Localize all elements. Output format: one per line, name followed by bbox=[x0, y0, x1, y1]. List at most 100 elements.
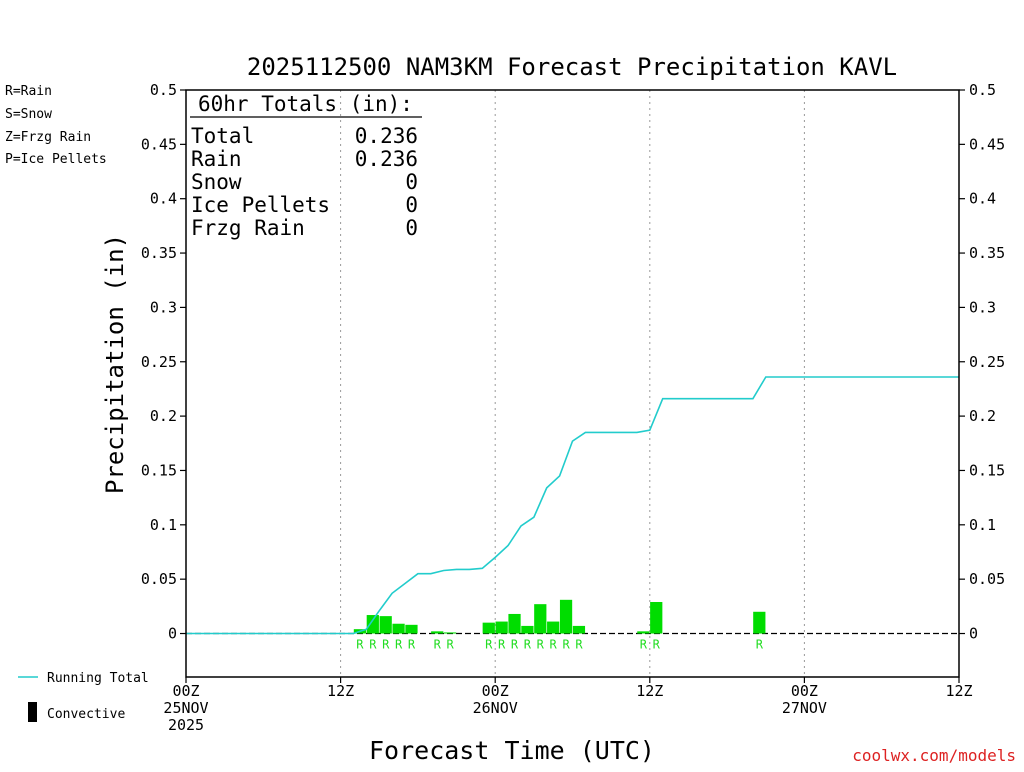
precip-bar-1 bbox=[366, 615, 379, 634]
totals-label-2: Snow bbox=[191, 170, 242, 194]
totals-label-3: Ice Pellets bbox=[191, 193, 330, 217]
ptype-marker-16: R bbox=[653, 638, 661, 652]
ptype-marker-14: R bbox=[575, 638, 583, 652]
y-tick-label-right-6: 0.3 bbox=[969, 298, 996, 316]
vertical-gridlines bbox=[340, 90, 805, 677]
ptype-marker-0: R bbox=[356, 638, 364, 652]
running-total-line bbox=[186, 376, 959, 635]
y-tick-label-left-3: 0.15 bbox=[141, 461, 177, 479]
credit-text: coolwx.com/models bbox=[852, 746, 1016, 765]
y-tick-label-right-10: 0.5 bbox=[969, 81, 996, 99]
precip-bar-16 bbox=[650, 601, 663, 634]
precip-bar-13 bbox=[559, 599, 573, 634]
ptype-marker-11: R bbox=[537, 638, 545, 652]
ptype-marker-3: R bbox=[395, 638, 403, 652]
y-tick-label-left-8: 0.4 bbox=[150, 190, 177, 208]
precip-bar-14 bbox=[572, 625, 586, 634]
precip-bar-5 bbox=[431, 631, 444, 634]
y-tick-label-right-9: 0.45 bbox=[969, 135, 1005, 153]
y-tick-label-left-10: 0.5 bbox=[150, 81, 177, 99]
ptype-marker-2: R bbox=[382, 638, 390, 652]
y-tick-label-left-5: 0.25 bbox=[141, 353, 177, 371]
precip-bar-17 bbox=[753, 611, 766, 634]
ptype-marker-13: R bbox=[562, 638, 570, 652]
ptype-marker-15: R bbox=[640, 638, 648, 652]
ptype-marker-9: R bbox=[511, 638, 519, 652]
y-tick-label-right-8: 0.4 bbox=[969, 190, 996, 208]
precip-bar-10 bbox=[521, 625, 534, 634]
y-tick-label-left-6: 0.3 bbox=[150, 298, 177, 316]
ptype-legend-ice-pellets: P=Ice Pellets bbox=[5, 152, 107, 167]
x-tick-label-0-1: 25NOV bbox=[163, 699, 208, 717]
ptype-legend: R=Rain S=Snow Z=Frzg Rain P=Ice Pellets bbox=[5, 84, 107, 167]
precip-bar-3 bbox=[392, 623, 405, 634]
plot-frame bbox=[185, 89, 960, 678]
y-tick-label-left-0: 0 bbox=[168, 625, 177, 643]
y-axis-left: 0 0.05 0.1 0.15 0.2 0.25 0.3 0.35 0.4 0.45 0.5 bbox=[141, 81, 186, 643]
y-tick-label-left-2: 0.1 bbox=[150, 516, 177, 534]
precip-bar-15 bbox=[637, 631, 650, 634]
y-tick-label-left-1: 0.05 bbox=[141, 570, 177, 588]
y-tick-label-right-2: 0.1 bbox=[969, 516, 996, 534]
x-tick-label-4-0: 00Z bbox=[791, 682, 818, 700]
totals-label-0: Total bbox=[191, 124, 254, 148]
y-tick-label-right-7: 0.35 bbox=[969, 244, 1005, 262]
y-tick-label-left-9: 0.45 bbox=[141, 135, 177, 153]
x-tick-label-5-0: 12Z bbox=[945, 682, 972, 700]
y-tick-label-left-4: 0.2 bbox=[150, 407, 177, 425]
precip-bar-6 bbox=[443, 632, 457, 634]
y-tick-label-left-7: 0.35 bbox=[141, 244, 177, 262]
running-total-legend-label: Running Total bbox=[47, 671, 149, 686]
totals-heading: 60hr Totals (in): bbox=[198, 92, 413, 116]
x-tick-label-2-1: 26NOV bbox=[473, 699, 518, 717]
totals-label-4: Frzg Rain bbox=[191, 216, 305, 240]
x-tick-label-0-2: 2025 bbox=[168, 716, 204, 734]
precip-bar-7 bbox=[482, 622, 495, 634]
y-tick-label-right-0: 0 bbox=[969, 625, 978, 643]
precip-bar-2 bbox=[379, 616, 392, 634]
y-axis-label: Precipitation (in) bbox=[101, 234, 129, 494]
totals-value-3: 0 bbox=[405, 193, 418, 217]
ptype-legend-rain: R=Rain bbox=[5, 84, 52, 99]
ptype-marker-1: R bbox=[369, 638, 377, 652]
x-tick-label-4-1: 27NOV bbox=[782, 699, 827, 717]
y-tick-label-right-5: 0.25 bbox=[969, 353, 1005, 371]
totals-label-1: Rain bbox=[191, 147, 242, 171]
ptype-marker-8: R bbox=[498, 638, 506, 652]
precip-bar-9 bbox=[508, 613, 521, 634]
totals-value-2: 0 bbox=[405, 170, 418, 194]
x-axis-label: Forecast Time (UTC) bbox=[369, 736, 655, 765]
series-legend: Running Total Convective bbox=[18, 671, 149, 722]
y-tick-label-right-3: 0.15 bbox=[969, 461, 1005, 479]
ptype-marker-10: R bbox=[524, 638, 532, 652]
y-tick-label-right-1: 0.05 bbox=[969, 570, 1005, 588]
precip-bar-11 bbox=[534, 604, 547, 634]
chart-title: 2025112500 NAM3KM Forecast Precipitation… bbox=[247, 53, 897, 81]
precip-bar-12 bbox=[547, 621, 560, 634]
totals-value-4: 0 bbox=[405, 216, 418, 240]
ptype-marker-12: R bbox=[550, 638, 558, 652]
ptype-legend-frzg-rain: Z=Frzg Rain bbox=[5, 130, 91, 145]
ptype-marker-6: R bbox=[446, 638, 454, 652]
x-tick-label-3-0: 12Z bbox=[636, 682, 663, 700]
x-tick-label-1-0: 12Z bbox=[327, 682, 354, 700]
ptype-legend-snow: S=Snow bbox=[5, 107, 52, 122]
y-tick-label-right-4: 0.2 bbox=[969, 407, 996, 425]
totals-value-1: 0.236 bbox=[355, 147, 418, 171]
ptype-marker-5: R bbox=[434, 638, 442, 652]
x-tick-label-0-0: 00Z bbox=[172, 682, 199, 700]
ptype-marker-17: R bbox=[756, 638, 764, 652]
precip-bar-8 bbox=[495, 621, 508, 634]
precip-bar-4 bbox=[405, 624, 418, 634]
totals-value-0: 0.236 bbox=[355, 124, 418, 148]
x-tick-label-2-0: 00Z bbox=[482, 682, 509, 700]
ptype-marker-4: R bbox=[408, 638, 416, 652]
convective-swatch bbox=[28, 702, 37, 722]
totals-box: 60hr Totals (in): Total 0.236 Rain 0.236 Sno… bbox=[190, 92, 422, 240]
convective-legend-label: Convective bbox=[47, 707, 125, 722]
precip-bars bbox=[353, 599, 766, 634]
ptype-marker-7: R bbox=[485, 638, 493, 652]
